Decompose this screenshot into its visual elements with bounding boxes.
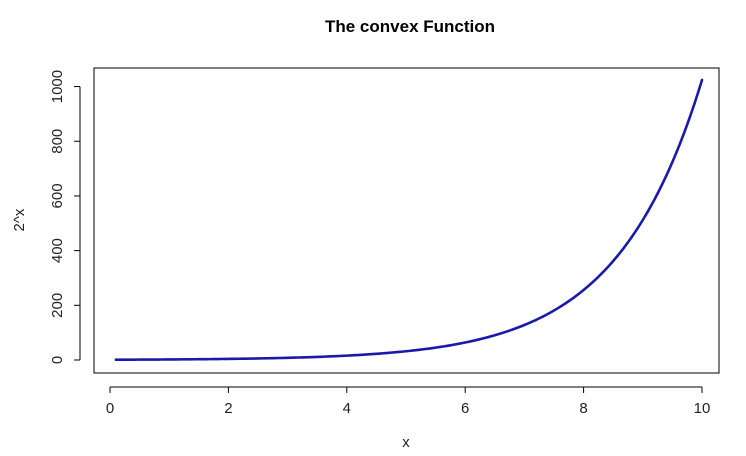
- x-tick-label: 0: [106, 400, 114, 417]
- y-tick-label: 800: [49, 129, 66, 154]
- y-axis: 0 200 400 600 800 1000: [49, 70, 81, 364]
- x-tick-label: 10: [694, 400, 711, 417]
- x-tick-label: 4: [343, 400, 351, 417]
- x-axis: 0 2 4 6 8 10: [106, 386, 711, 417]
- y-axis-label: 2^x: [11, 208, 28, 231]
- series-line: [114, 78, 704, 362]
- x-axis-label: x: [402, 434, 410, 451]
- plot-area-frame: [93, 67, 720, 374]
- y-tick-label: 400: [49, 238, 66, 263]
- x-tick-label: 8: [579, 400, 587, 417]
- y-tick-label: 600: [49, 183, 66, 208]
- x-tick-label: 6: [461, 400, 469, 417]
- x-tick-label: 2: [224, 400, 232, 417]
- y-tick-label: 0: [49, 356, 66, 364]
- y-tick-label: 200: [49, 293, 66, 318]
- y-tick-label: 1000: [49, 70, 66, 103]
- series-layer: [114, 78, 704, 362]
- chart-title: The convex Function: [325, 17, 495, 36]
